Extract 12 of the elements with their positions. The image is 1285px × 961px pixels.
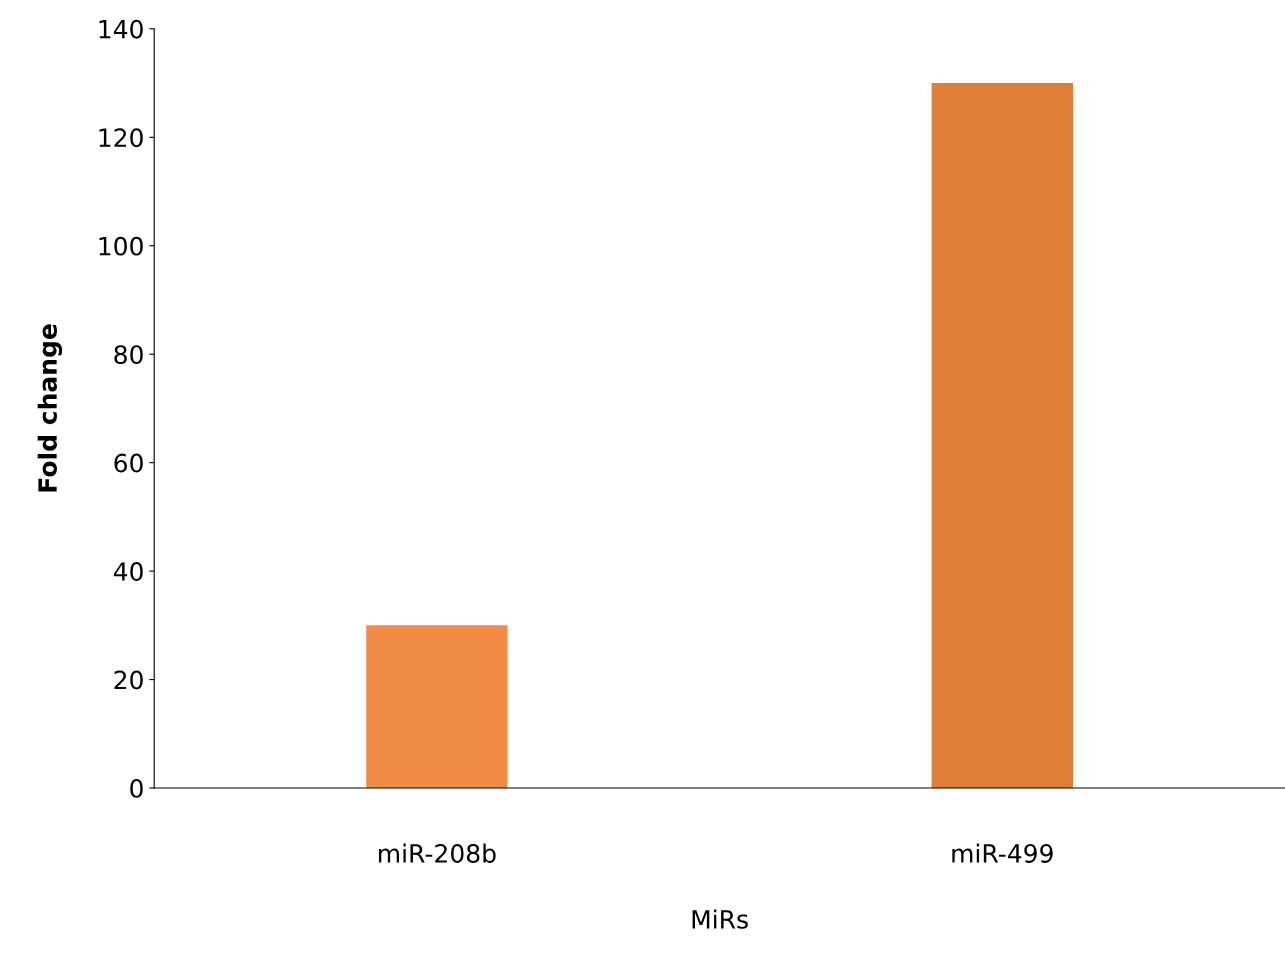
y-tick-label: 60 (114, 453, 143, 473)
y-tick-label: 20 (114, 670, 143, 690)
x-axis-title: MiRs (692, 909, 748, 929)
y-tick-label: 140 (99, 19, 143, 39)
y-tick-label: 0 (130, 778, 143, 798)
y-axis-title: Fold change (37, 324, 63, 492)
y-tick-label: 120 (99, 128, 143, 148)
y-tick-label: 40 (113, 562, 143, 581)
y-tick-label: 100 (99, 236, 143, 256)
x-tick-label: miR-208b (379, 843, 496, 863)
x-tick-label: miR-499 (952, 843, 1053, 863)
y-tick-label: 80 (114, 345, 143, 365)
